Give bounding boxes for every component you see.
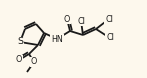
Text: S: S xyxy=(17,38,23,46)
Text: HN: HN xyxy=(51,34,63,44)
Text: Cl: Cl xyxy=(77,17,85,26)
Text: O: O xyxy=(64,15,70,23)
Text: O: O xyxy=(16,56,22,65)
Text: O: O xyxy=(31,57,37,67)
Text: Cl: Cl xyxy=(106,33,114,43)
Text: Cl: Cl xyxy=(105,15,113,23)
